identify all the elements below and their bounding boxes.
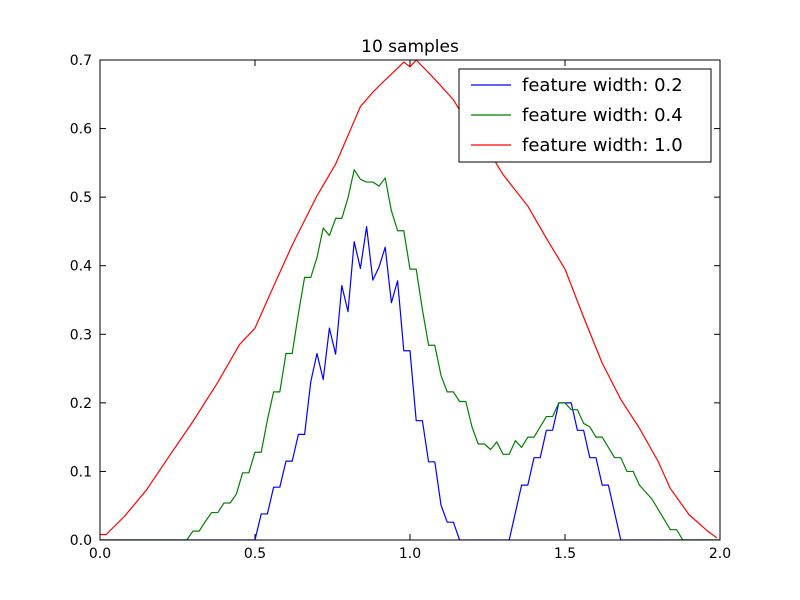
y-tick-label: 0.0 — [70, 533, 92, 549]
x-tick-label: 0.5 — [244, 546, 266, 562]
axes-frame — [99, 59, 721, 541]
y-tick-label: 0.7 — [70, 53, 92, 69]
y-tick-label: 0.3 — [70, 327, 92, 343]
chart-title: 10 samples — [361, 37, 459, 57]
y-tick-label: 0.5 — [70, 190, 92, 206]
series-line-3 — [100, 60, 718, 539]
legend-label-3: feature width: 1.0 — [522, 135, 683, 156]
legend: feature width: 0.2 feature width: 0.4 feat… — [458, 68, 712, 163]
axis-ticks: 0.0 0.5 1.0 1.5 2.0 0.0 0.1 0.2 0.3 0.4 0.5 0.6 0.7 — [70, 53, 731, 562]
y-tick-label: 0.1 — [70, 464, 92, 480]
series-line-2 — [100, 169, 720, 540]
y-tick-label: 0.6 — [70, 122, 92, 138]
x-tick-label: 2.0 — [709, 546, 731, 562]
series-line-1 — [100, 226, 720, 540]
x-tick-label: 0.0 — [89, 546, 111, 562]
legend-label-1: feature width: 0.2 — [522, 75, 683, 96]
series-layer — [100, 60, 720, 540]
y-tick-label: 0.4 — [70, 259, 92, 275]
legend-label-2: feature width: 0.4 — [522, 105, 683, 126]
x-tick-label: 1.5 — [554, 546, 576, 562]
x-tick-label: 1.0 — [399, 546, 421, 562]
y-tick-label: 0.2 — [70, 396, 92, 412]
